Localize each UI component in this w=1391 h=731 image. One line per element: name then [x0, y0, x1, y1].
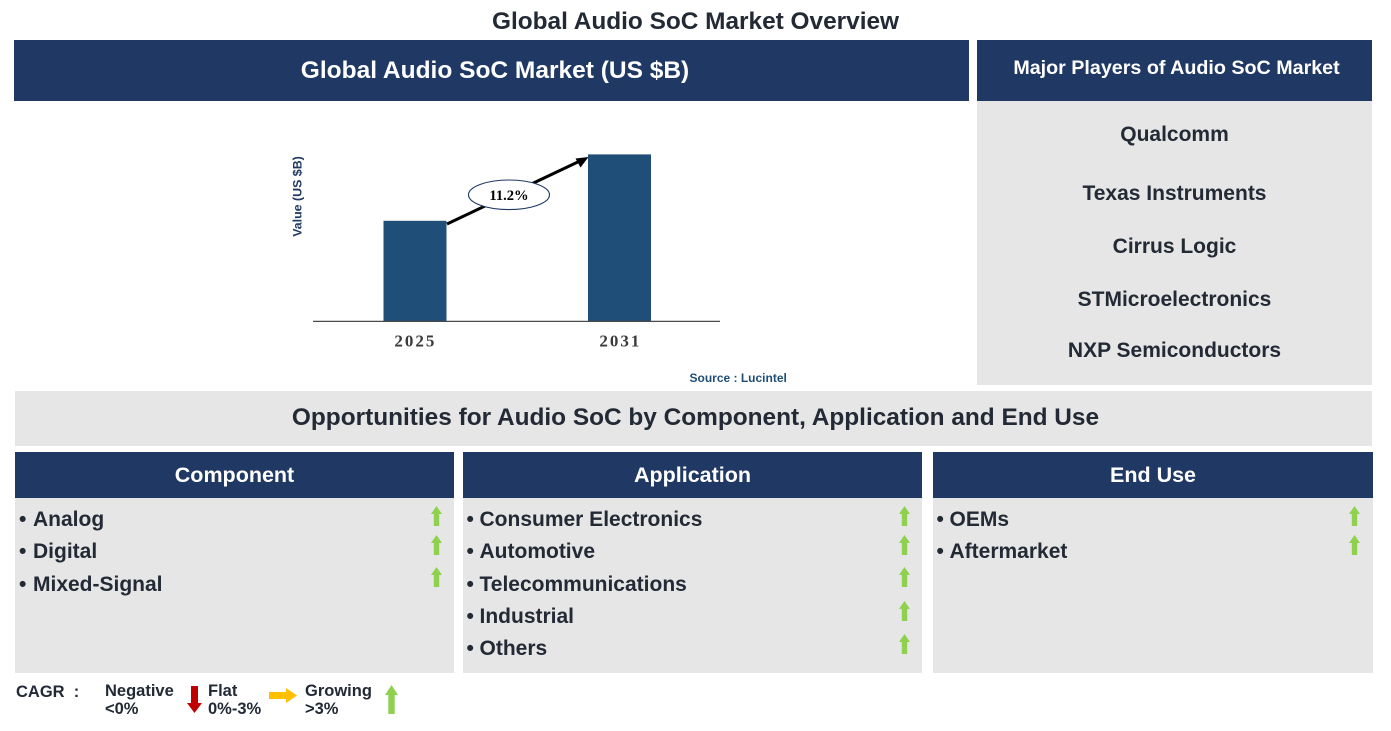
svg-text:Value (US $B): Value (US $B): [291, 156, 305, 237]
svg-text:11.2%: 11.2%: [489, 188, 528, 204]
svg-text:2031: 2031: [599, 332, 641, 351]
svg-text:2025: 2025: [394, 332, 436, 351]
